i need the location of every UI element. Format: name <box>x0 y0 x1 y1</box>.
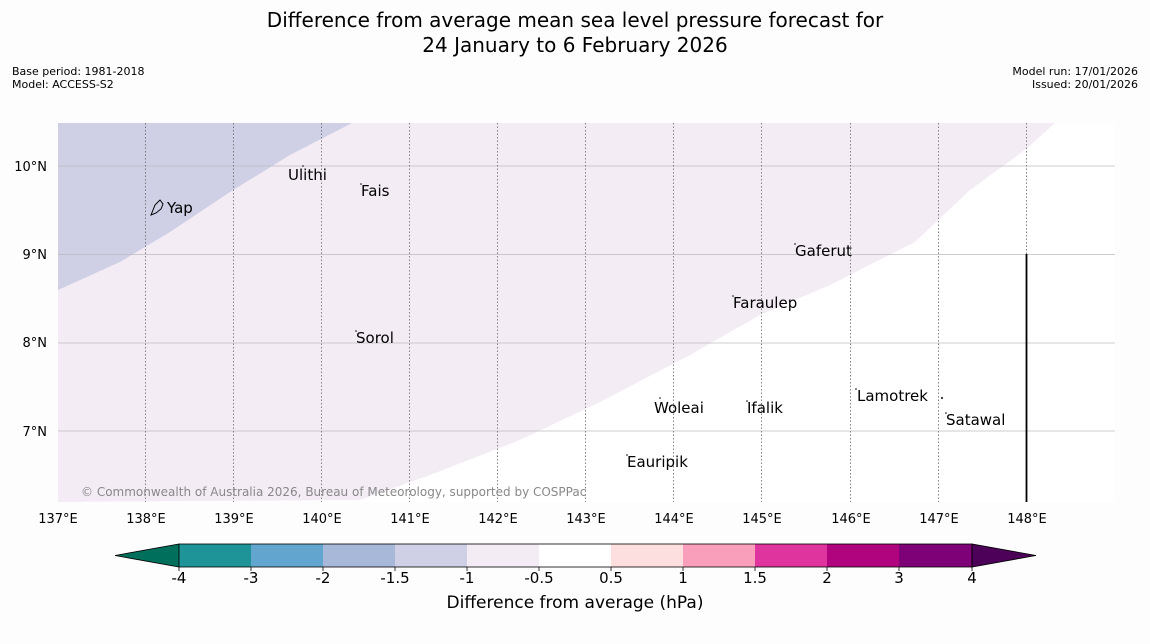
title-line-1: Difference from average mean sea level p… <box>266 8 884 32</box>
colorbar-tick-label: 3 <box>894 569 904 587</box>
meta-left: Base period: 1981-2018 Model: ACCESS-S2 <box>12 65 144 91</box>
place-dot-lamotrek-east <box>941 397 943 399</box>
place-label-satawal: Satawal <box>946 411 1005 429</box>
lon-label: 140°E <box>302 512 342 527</box>
title-line-2: 24 January to 6 February 2026 <box>422 33 728 57</box>
place-dot-faraulep <box>732 295 734 297</box>
colorbar-tick-label: 1.5 <box>743 569 767 587</box>
colorbar-frame <box>178 543 973 568</box>
place-dot-fais <box>360 183 362 185</box>
place-labels: Yap Ulithi Fais Gaferut Faraulep Sorol L… <box>166 165 1005 471</box>
colorbar-tick-label: -2 <box>316 569 331 587</box>
chart-title: Difference from average mean sea level p… <box>0 8 1150 58</box>
colorbar-bin <box>755 544 827 567</box>
colorbar-bin <box>683 544 755 567</box>
place-label-faraulep: Faraulep <box>733 294 797 312</box>
colorbar-bin <box>827 544 899 567</box>
lat-label: 8°N <box>23 336 48 351</box>
colorbar-tick-label: -3 <box>244 569 259 587</box>
longitude-labels: 137°E 138°E 139°E 140°E 141°E 142°E 143°… <box>38 512 1047 527</box>
lon-label: 141°E <box>390 512 430 527</box>
place-label-gaferut: Gaferut <box>795 242 852 260</box>
lon-label: 138°E <box>126 512 166 527</box>
base-period: Base period: 1981-2018 <box>12 65 145 78</box>
lon-label: 137°E <box>38 512 78 527</box>
colorbar-bin <box>395 544 467 567</box>
place-label-sorol: Sorol <box>356 329 394 347</box>
meta-right: Model run: 17/01/2026 Issued: 20/01/2026 <box>1012 65 1138 91</box>
place-label-lamotrek: Lamotrek <box>857 387 928 405</box>
region-upper <box>58 123 352 290</box>
colorbar-bin <box>467 544 539 567</box>
colorbar-tick-label: 1 <box>678 569 688 587</box>
colorbar-over-arrow <box>971 543 1037 568</box>
place-label-ifalik: Ifalik <box>747 399 783 417</box>
place-dot-eauripik <box>626 454 628 456</box>
lat-label: 9°N <box>23 248 48 263</box>
place-label-fais: Fais <box>361 182 390 200</box>
model-run: Model run: 17/01/2026 <box>1012 65 1138 78</box>
copyright-text: © Commonwealth of Australia 2026, Bureau… <box>81 485 586 499</box>
colorbar-bin <box>179 544 251 567</box>
place-label-woleai: Woleai <box>654 399 704 417</box>
lat-label: 10°N <box>14 160 47 175</box>
lon-label: 142°E <box>478 512 518 527</box>
colorbar-bin <box>323 544 395 567</box>
colorbar-tick-label: 4 <box>967 569 977 587</box>
place-dot-woleai <box>659 397 661 399</box>
yap-island-outline <box>150 199 164 216</box>
colorbar-tick-label: -1 <box>460 569 475 587</box>
colorbar-tick-label: -1.5 <box>380 569 409 587</box>
issued-date: Issued: 20/01/2026 <box>1031 78 1138 91</box>
lon-label: 147°E <box>919 512 959 527</box>
colorbar-title: Difference from average (hPa) <box>446 593 704 613</box>
colorbar-bin <box>899 544 972 567</box>
place-dot-satawal <box>945 412 947 414</box>
lon-label: 144°E <box>654 512 694 527</box>
colorbar: -4 -3 -2 -1.5 -1 -0.5 0.5 1 1.5 2 3 4 <box>114 543 1037 587</box>
place-label-eauripik: Eauripik <box>627 453 688 471</box>
place-label-yap: Yap <box>166 199 193 217</box>
region-middle <box>58 123 1055 502</box>
map-area <box>58 123 1115 502</box>
lon-label: 139°E <box>214 512 254 527</box>
colorbar-tick-label: 0.5 <box>599 569 623 587</box>
place-dot-ifalik <box>746 400 748 402</box>
lat-label: 7°N <box>23 425 48 440</box>
colorbar-tick-label: -0.5 <box>524 569 553 587</box>
place-dot-sorol <box>355 330 357 332</box>
place-label-ulithi: Ulithi <box>288 166 327 184</box>
lon-label: 146°E <box>831 512 871 527</box>
latitude-labels: 10°N 9°N 8°N 7°N <box>14 160 47 440</box>
model-name: Model: ACCESS-S2 <box>12 78 114 91</box>
colorbar-tick-labels: -4 -3 -2 -1.5 -1 -0.5 0.5 1 1.5 2 3 4 <box>172 569 977 587</box>
colorbar-bin <box>539 544 611 567</box>
place-dot-gaferut <box>794 243 796 245</box>
lon-label: 148°E <box>1007 512 1047 527</box>
colorbar-under-arrow <box>114 543 180 568</box>
colorbar-tick-label: -4 <box>172 569 187 587</box>
colorbar-ticks <box>178 567 973 571</box>
lon-label: 145°E <box>742 512 782 527</box>
place-dot-lamotrek <box>855 388 857 390</box>
colorbar-tick-label: 2 <box>822 569 832 587</box>
colorbar-bin <box>251 544 323 567</box>
place-dot-ulithi <box>302 165 304 167</box>
lon-label: 143°E <box>566 512 606 527</box>
colorbar-bin <box>611 544 683 567</box>
